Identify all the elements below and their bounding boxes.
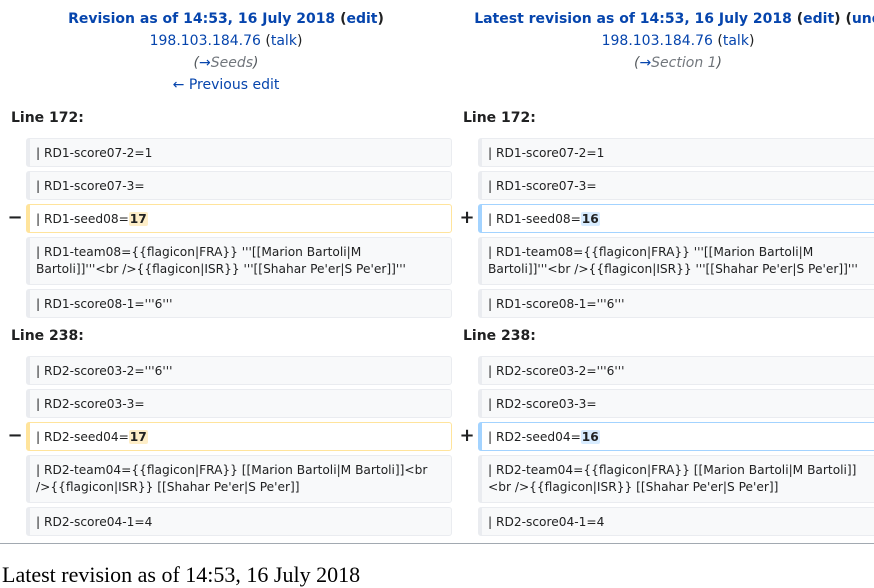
- diff-context-left: | RD2-team04={{flagicon|FRA}} [[Marion B…: [26, 455, 452, 503]
- old-revision-section-arrow-link[interactable]: →: [198, 55, 211, 71]
- diff-deleted-line: | RD1-seed08=17: [26, 204, 452, 233]
- page-revision-heading: Latest revision as of 14:53, 16 July 201…: [2, 562, 361, 587]
- diff-context-right: | RD2-score03-3=: [478, 389, 874, 418]
- diff-deleted-line: | RD2-seed04=17: [26, 422, 452, 451]
- new-revision-section-arrow-link[interactable]: →: [639, 55, 652, 71]
- diff-deleted-word: 17: [128, 430, 148, 444]
- old-revision-edit-summary: (→Seeds): [193, 55, 259, 71]
- old-revision-link[interactable]: Revision as of 14:53, 16 July 2018: [68, 11, 336, 27]
- diff-context-right: | RD1-score08-1='''6''': [478, 289, 874, 318]
- diff-added-line: | RD1-seed08=16: [478, 204, 874, 233]
- diff-line-number-right: Line 238:: [463, 328, 536, 344]
- diff-added-line-text: | RD2-seed04=: [488, 430, 581, 444]
- new-revision-title-line: Latest revision as of 14:53, 16 July 201…: [452, 8, 874, 30]
- old-revision-talk-link[interactable]: talk: [270, 33, 297, 49]
- diff-context-right: | RD2-team04={{flagicon|FRA}} [[Marion B…: [478, 455, 874, 503]
- diff-context-left: | RD1-score07-2=1: [26, 138, 452, 167]
- divider: [0, 543, 874, 544]
- old-revision-user-line: 198.103.184.76 (talk): [149, 33, 303, 49]
- new-revision-link[interactable]: Latest revision as of 14:53, 16 July 201…: [474, 11, 792, 27]
- new-revision-edit-summary: (→Section 1): [633, 55, 723, 71]
- diff-context-right: | RD2-score04-1=4: [478, 507, 874, 536]
- diff-context-left: | RD1-score08-1='''6''': [26, 289, 452, 318]
- previous-edit-link[interactable]: ← Previous edit: [172, 77, 280, 93]
- diff-line-number-left: Line 238:: [11, 328, 84, 344]
- diff-line-number-right: Line 172:: [463, 110, 536, 126]
- diff-context-right: | RD1-score07-2=1: [478, 138, 874, 167]
- diff-context-right: | RD1-score07-3=: [478, 171, 874, 200]
- diff-deleted-line-text: | RD1-seed08=: [36, 212, 129, 226]
- new-revision-edit-link[interactable]: edit: [803, 11, 835, 27]
- diff-context-right: | RD2-score03-2='''6''': [478, 356, 874, 385]
- diff-line-number-left: Line 172:: [11, 110, 84, 126]
- new-revision-header: Latest revision as of 14:53, 16 July 201…: [452, 8, 874, 74]
- undo-link[interactable]: und: [851, 11, 874, 27]
- new-revision-user-link[interactable]: 198.103.184.76: [601, 33, 713, 49]
- diff-added-word: 16: [580, 212, 600, 226]
- new-revision-user-line: 198.103.184.76 (talk): [601, 33, 755, 49]
- diff-added-line-text: | RD1-seed08=: [488, 212, 581, 226]
- old-revision-header: Revision as of 14:53, 16 July 2018 (edit…: [0, 8, 452, 96]
- new-revision-section-name: Section 1: [651, 55, 717, 71]
- diff-deleted-line-text: | RD2-seed04=: [36, 430, 129, 444]
- diff-context-left: | RD2-score03-2='''6''': [26, 356, 452, 385]
- old-revision-edit-link[interactable]: edit: [346, 11, 378, 27]
- diff-context-left: | RD2-score03-3=: [26, 389, 452, 418]
- diff-added-line: | RD2-seed04=16: [478, 422, 874, 451]
- old-revision-user-link[interactable]: 198.103.184.76: [149, 33, 261, 49]
- added-line-marker: +: [459, 207, 475, 228]
- diff-deleted-word: 17: [128, 212, 148, 226]
- new-revision-talk-link[interactable]: talk: [722, 33, 749, 49]
- added-line-marker: +: [459, 425, 475, 446]
- diff-added-word: 16: [580, 430, 600, 444]
- diff-context-left: | RD1-team08={{flagicon|FRA}} '''[[Mario…: [26, 237, 452, 285]
- removed-line-marker: −: [7, 425, 23, 446]
- diff-context-left: | RD1-score07-3=: [26, 171, 452, 200]
- diff-context-right: | RD1-team08={{flagicon|FRA}} '''[[Mario…: [478, 237, 874, 285]
- removed-line-marker: −: [7, 207, 23, 228]
- diff-context-left: | RD2-score04-1=4: [26, 507, 452, 536]
- old-revision-section-name: Seeds: [210, 55, 254, 71]
- old-revision-title-line: Revision as of 14:53, 16 July 2018 (edit…: [68, 11, 384, 27]
